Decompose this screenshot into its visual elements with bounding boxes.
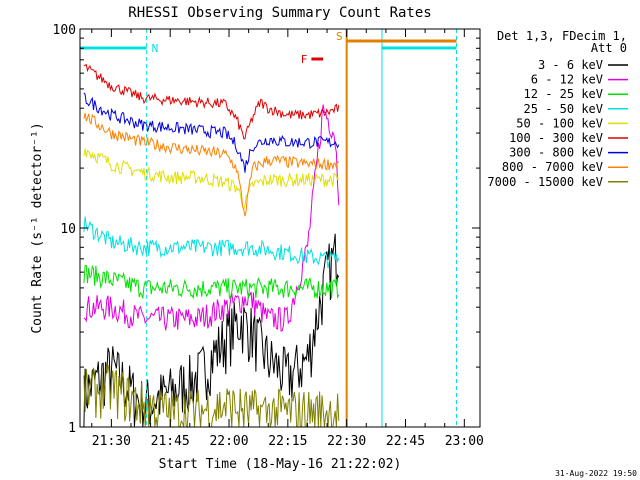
series-line-5	[83, 148, 340, 211]
x-tick-label-0: 21:30	[92, 434, 131, 449]
y-tick-label-10: 10	[60, 222, 76, 237]
legend-title-line-1: Det 1,3, FDecim 1,	[497, 29, 627, 43]
legend-title-line-2: Att 0	[591, 41, 627, 55]
legend-label-5: 50 - 100 keV	[516, 116, 603, 130]
x-tick-label-5: 22:45	[386, 434, 425, 449]
series-line-8	[83, 112, 340, 217]
flag-label-s: S	[336, 30, 343, 43]
x-tick-label-4: 22:30	[327, 434, 366, 449]
legend-label-7: 300 - 800 keV	[509, 146, 603, 160]
x-tick-label-6: 23:00	[445, 434, 484, 449]
chart-title: RHESSI Observing Summary Count Rates	[128, 5, 431, 21]
series-line-1	[83, 233, 340, 428]
y-tick-label-1: 1	[68, 421, 76, 436]
legend-label-2: 6 - 12 keV	[531, 73, 603, 87]
y-tick-label-100: 100	[53, 23, 76, 38]
plot-area: N F S	[80, 29, 457, 429]
legend-label-1: 3 - 6 keV	[538, 58, 603, 72]
legend-label-3: 12 - 25 keV	[524, 87, 603, 101]
x-tick-label-3: 22:15	[268, 434, 307, 449]
series-line-6	[83, 63, 340, 140]
series-line-3	[83, 264, 340, 300]
x-axis-label: Start Time (18-May-16 21:22:02)	[159, 457, 402, 472]
generation-timestamp: 31-Aug-2022 19:50	[555, 469, 637, 478]
axis-ticks: 1 10 100 21:30 21:45 22:00 22:15 22:30 22:45 23:0…	[53, 23, 484, 449]
legend-label-8: 800 - 7000 keV	[502, 160, 603, 174]
x-tick-label-2: 22:00	[209, 434, 248, 449]
x-tick-label-1: 21:45	[151, 434, 190, 449]
legend-label-6: 100 - 300 keV	[509, 131, 603, 145]
axes-frame	[79, 28, 481, 428]
series-line-4	[83, 216, 340, 268]
flag-label-n: N	[152, 42, 159, 55]
legend-label-9: 7000 - 15000 keV	[487, 175, 603, 189]
y-axis-label: Count Rate (s⁻¹ detector⁻¹)	[30, 122, 45, 333]
series-line-7	[83, 92, 340, 173]
legend-label-4: 25 - 50 keV	[524, 102, 603, 116]
flag-label-f: F	[301, 53, 308, 66]
series-line-2	[83, 104, 340, 332]
